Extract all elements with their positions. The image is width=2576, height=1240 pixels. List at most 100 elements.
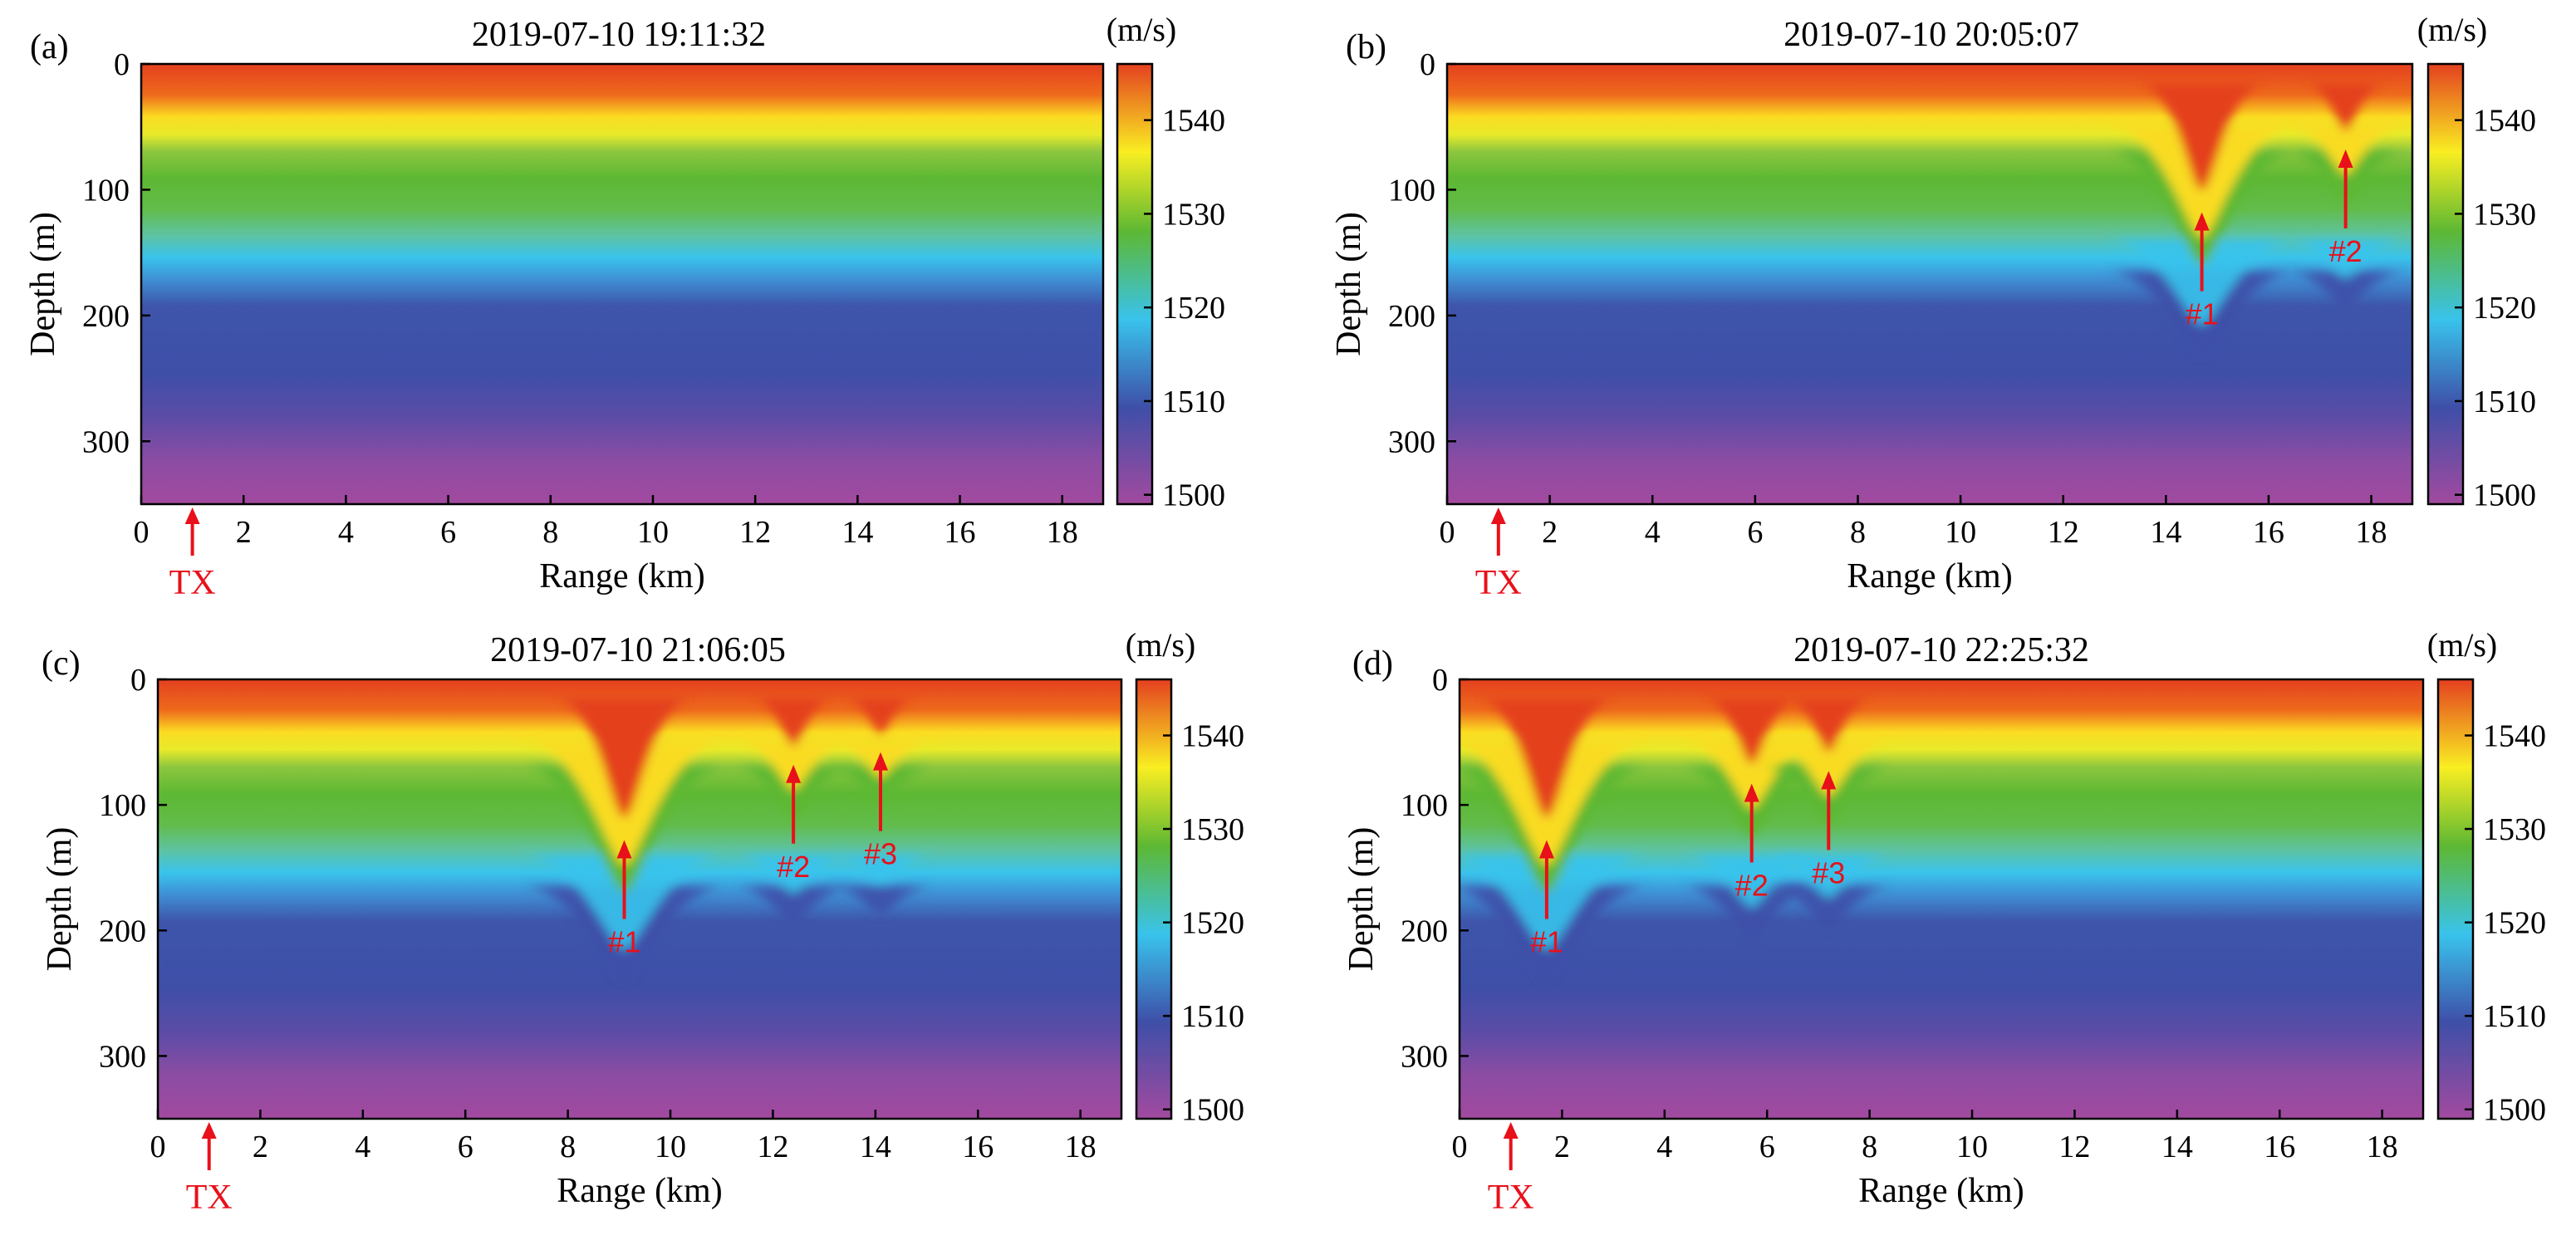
- tx-arrow: [184, 507, 200, 556]
- colorbar-tick-label: 1510: [1162, 385, 1225, 419]
- x-tick-label: 12: [2048, 515, 2079, 550]
- x-tick-label: 4: [1656, 1130, 1672, 1164]
- x-tick-label: 10: [655, 1130, 686, 1164]
- colorbar-tick-label: 1530: [1162, 197, 1225, 232]
- x-tick-label: 0: [150, 1130, 166, 1164]
- y-tick-label: 300: [99, 1039, 146, 1074]
- x-tick-label: 12: [739, 515, 771, 550]
- x-tick-label: 14: [2150, 515, 2181, 550]
- x-tick-label: 2: [236, 515, 252, 550]
- y-tick-label: 200: [1388, 299, 1435, 334]
- x-tick-label: 2: [253, 1130, 268, 1164]
- panel-0: 0 2 4 6 8 10 12 14 16 18 0 100 200 300 Range (km) Depth…: [24, 11, 1225, 602]
- y-tick-label: 0: [1432, 663, 1448, 698]
- colorbar: [1135, 678, 1173, 1120]
- x-axis-label: Range (km): [539, 557, 704, 595]
- wave-label: #2: [777, 850, 810, 884]
- axes-frame: [1458, 678, 2425, 1120]
- x-tick-label: 14: [841, 515, 873, 550]
- wave-label: #2: [1735, 868, 1769, 902]
- x-tick-label: 16: [962, 1130, 994, 1164]
- wave-arrow: [616, 840, 632, 919]
- wave-arrow: [1821, 771, 1837, 850]
- panel-title: 2019-07-10 22:25:32: [1793, 631, 2089, 669]
- wave-label: #3: [864, 837, 897, 871]
- colorbar-tick-label: 1520: [1162, 291, 1225, 326]
- colorbar-tick-label: 1520: [2473, 291, 2536, 326]
- y-axis-label: Depth (m): [24, 212, 62, 356]
- wave-depression: [2103, 82, 2301, 357]
- panel-title: 2019-07-10 20:05:07: [1784, 16, 2079, 54]
- x-tick-label: 18: [2367, 1130, 2398, 1164]
- x-tick-label: 18: [2356, 515, 2387, 550]
- x-tick-label: 8: [560, 1130, 576, 1164]
- x-tick-label: 14: [2161, 1130, 2193, 1164]
- x-tick-label: 18: [1065, 1130, 1097, 1164]
- wave-label: #2: [2329, 234, 2363, 268]
- tx-arrow: [1490, 507, 1506, 556]
- tx-label: TX: [186, 1179, 233, 1217]
- panel-2: 0 2 4 6 8 10 12 14 16 18 0 100 200 300 Range (km) Depth…: [41, 626, 1244, 1217]
- axes-frame: [140, 62, 1105, 506]
- x-tick-label: 8: [1862, 1130, 1877, 1164]
- y-axis-label: Depth (m): [1342, 827, 1381, 972]
- colorbar-tick-label: 1500: [1181, 1093, 1244, 1128]
- x-tick-label: 10: [1945, 515, 1976, 550]
- wave-label: #3: [1812, 855, 1845, 890]
- y-tick-label: 100: [99, 788, 146, 823]
- y-tick-label: 200: [99, 914, 146, 948]
- y-tick-label: 0: [1420, 47, 1435, 82]
- heatmap-field: [141, 64, 1103, 504]
- panel-1: 0 2 4 6 8 10 12 14 16 18 0 100 200 300 Range (km) Depth…: [1330, 11, 2536, 602]
- x-tick-label: 10: [637, 515, 669, 550]
- wave-arrow: [2338, 149, 2353, 228]
- x-tick-label: 12: [2058, 1130, 2090, 1164]
- y-tick-label: 100: [82, 173, 130, 208]
- colorbar-tick-label: 1500: [2473, 478, 2536, 513]
- colorbar-unit: (m/s): [1106, 11, 1176, 48]
- colorbar-unit: (m/s): [2417, 11, 2487, 48]
- y-tick-label: 300: [1401, 1039, 1448, 1074]
- x-tick-label: 4: [338, 515, 354, 550]
- heatmap-field: [1460, 679, 2423, 1119]
- x-tick-label: 6: [1747, 515, 1763, 550]
- wave-arrow: [1744, 783, 1759, 863]
- panel-3: 0 2 4 6 8 10 12 14 16 18 0 100 200 300 Range (km) Depth…: [1342, 626, 2546, 1217]
- panel-label: (b): [1346, 28, 1386, 66]
- y-tick-label: 300: [82, 424, 130, 459]
- colorbar-tick-label: 1530: [2483, 812, 2546, 847]
- y-tick-label: 0: [130, 663, 146, 698]
- y-axis-label: Depth (m): [1330, 212, 1368, 356]
- colorbar: [2426, 62, 2465, 506]
- x-tick-label: 0: [1440, 515, 1455, 550]
- panel-label: (a): [30, 28, 69, 66]
- colorbar-tick-label: 1510: [1181, 999, 1244, 1034]
- colorbar-tick-label: 1510: [2473, 385, 2536, 419]
- colorbar-unit: (m/s): [1126, 626, 1195, 664]
- panel-label: (d): [1352, 645, 1393, 683]
- y-tick-label: 100: [1401, 788, 1448, 823]
- wave-label: #1: [607, 924, 640, 958]
- x-tick-label: 10: [1956, 1130, 1988, 1164]
- tx-label: TX: [1475, 564, 1522, 602]
- y-axis-label: Depth (m): [41, 827, 79, 972]
- wave-arrow: [873, 752, 888, 831]
- colorbar-tick-label: 1500: [2483, 1093, 2546, 1128]
- wave-arrow: [1538, 840, 1554, 919]
- colorbar-tick-label: 1520: [1181, 906, 1244, 941]
- heatmap-field: [1447, 64, 2412, 504]
- wave-arrow: [2194, 212, 2210, 292]
- wave-label: #1: [2186, 297, 2219, 331]
- x-tick-label: 8: [542, 515, 558, 550]
- axes-frame: [156, 678, 1123, 1120]
- colorbar: [1116, 62, 1154, 506]
- x-tick-label: 16: [945, 515, 976, 550]
- x-tick-label: 2: [1542, 515, 1558, 550]
- y-tick-label: 200: [82, 299, 130, 334]
- wave-label: #1: [1530, 924, 1563, 958]
- x-tick-label: 2: [1554, 1130, 1570, 1164]
- x-tick-label: 4: [1645, 515, 1661, 550]
- x-tick-label: 0: [1452, 1130, 1468, 1164]
- x-axis-label: Range (km): [1858, 1172, 2024, 1210]
